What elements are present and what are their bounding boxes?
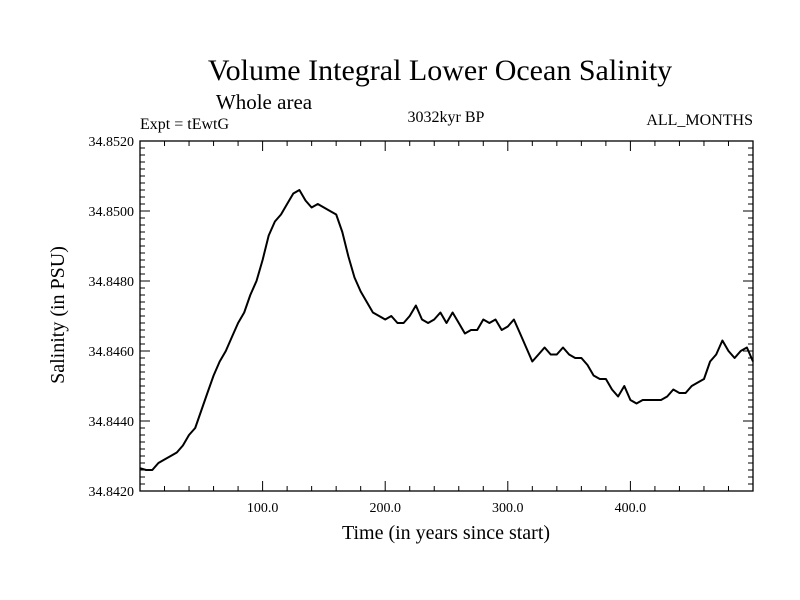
y-tick-label: 34.8520: [89, 135, 135, 150]
y-tick-label: 34.8480: [89, 275, 135, 290]
series-line: [139, 189, 754, 471]
chart-subtitle: Whole area: [216, 90, 313, 114]
annotation-right: ALL_MONTHS: [646, 112, 753, 129]
y-tick-label: 34.8460: [89, 345, 135, 360]
x-tick-label: 400.0: [615, 501, 647, 516]
annotation-center: 3032kyr BP: [408, 109, 485, 126]
x-tick-label: 300.0: [492, 501, 524, 516]
x-tick-label: 200.0: [369, 501, 401, 516]
y-tick-label: 34.8500: [89, 205, 135, 220]
y-tick-label: 34.8420: [89, 485, 135, 500]
y-tick-label: 34.8440: [89, 415, 135, 430]
chart-title: Volume Integral Lower Ocean Salinity: [208, 54, 672, 87]
y-axis-label: Salinity (in PSU): [47, 246, 69, 384]
x-axis-label: Time (in years since start): [342, 522, 550, 544]
x-tick-label: 100.0: [247, 501, 279, 516]
axes: 34.8420 34.8440 34.8460 34.8480 34.8500 34.85…: [89, 135, 753, 516]
series-layer: [139, 189, 754, 471]
plot-frame: [139, 140, 754, 492]
annotation-left: Expt = tEwtG: [140, 116, 229, 133]
